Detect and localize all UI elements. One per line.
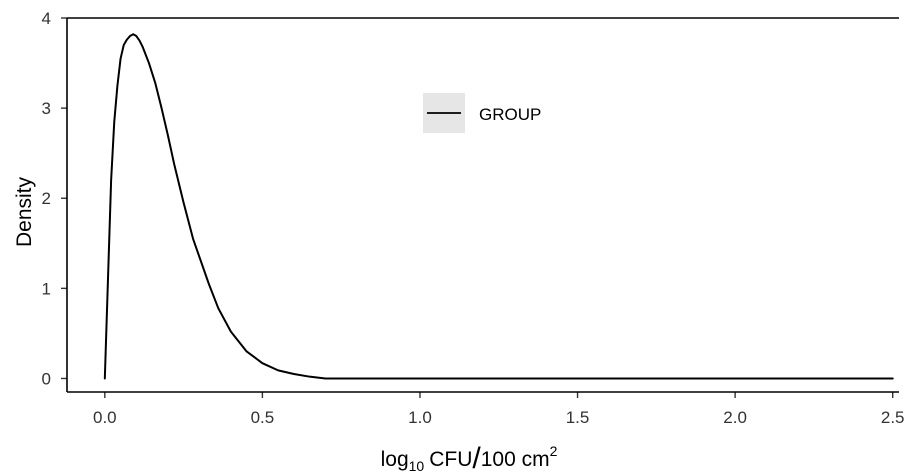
x-axis-title: log10 CFU/100 cm2	[381, 442, 558, 472]
x-tick-label: 2.5	[881, 408, 905, 427]
y-tick-label: 2	[42, 189, 51, 208]
x-axis-title-unit: 100 cm	[481, 448, 550, 471]
x-tick-label: 2.0	[723, 408, 747, 427]
y-tick-label: 4	[42, 9, 51, 28]
legend-label: GROUP	[479, 105, 541, 124]
x-axis-title-base: log	[381, 448, 409, 471]
y-tick-label: 1	[42, 279, 51, 298]
x-axis-title-mid: CFU	[429, 448, 472, 471]
x-axis-ticks: 0.0 0.5 1.0 1.5 2.0 2.5	[93, 392, 905, 427]
x-tick-label: 0.0	[93, 408, 117, 427]
x-axis-title-base-subscript: 10	[409, 458, 425, 472]
x-axis-title-slash: /	[472, 442, 481, 472]
legend: GROUP	[423, 93, 541, 133]
y-tick-label: 3	[42, 99, 51, 118]
y-tick-label: 0	[42, 369, 51, 388]
density-curve	[103, 33, 894, 380]
x-tick-label: 0.5	[251, 408, 275, 427]
x-tick-label: 1.5	[566, 408, 590, 427]
y-axis-title: Density	[13, 176, 36, 247]
x-tick-label: 1.0	[408, 408, 432, 427]
x-axis-title-unit-superscript: 2	[550, 443, 558, 459]
series-layer	[103, 33, 894, 380]
y-axis-ticks: 0 1 2 3 4	[42, 9, 67, 388]
